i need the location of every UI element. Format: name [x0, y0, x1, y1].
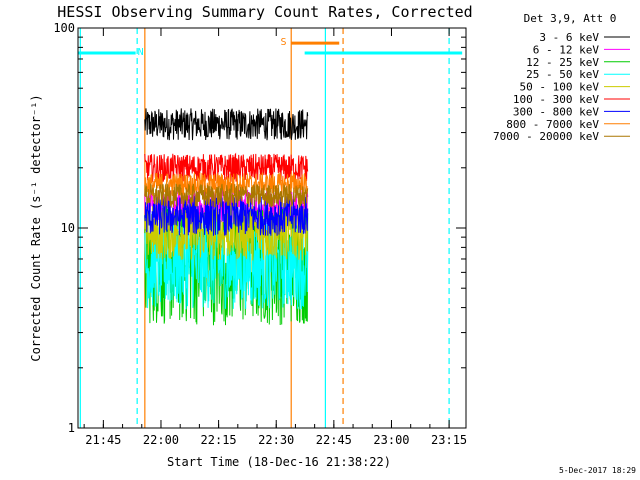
x-axis-ticks: 21:45 22:00 22:15 22:30 22:45 23:00 23:15 [83, 28, 467, 447]
y-axis-ticks: 1 10 100 [53, 21, 466, 435]
series-line-8 [144, 182, 309, 209]
y-axis-label: Corrected Count Rate (s⁻¹ detector⁻¹) [29, 94, 43, 361]
flag-bars: NS [78, 37, 463, 58]
legend-label-8: 7000 - 20000 keV [493, 130, 599, 143]
y-tick-label-1: 10 [61, 221, 75, 235]
x-tick-label-3: 22:30 [258, 433, 294, 447]
legend-label-7: 800 - 7000 keV [506, 118, 599, 131]
y-tick-label-2: 100 [53, 21, 75, 35]
legend-label-0: 3 - 6 keV [539, 31, 599, 44]
y-tick-label-0: 1 [68, 421, 75, 435]
legend-header: Det 3,9, Att 0 [524, 12, 617, 25]
x-tick-label-0: 21:45 [85, 433, 121, 447]
series-lines [144, 108, 309, 326]
legend-label-6: 300 - 800 keV [513, 105, 599, 118]
x-tick-label-5: 23:00 [373, 433, 409, 447]
series-line-2 [144, 205, 309, 326]
series-line-5 [144, 152, 309, 182]
flag-label-0: N [138, 47, 144, 58]
chart-title: HESSI Observing Summary Count Rates, Cor… [57, 3, 472, 21]
flag-label-1: S [281, 37, 287, 48]
x-tick-label-2: 22:15 [201, 433, 237, 447]
x-tick-label-4: 22:45 [316, 433, 352, 447]
timestamp: 5-Dec-2017 18:29 [559, 466, 636, 475]
legend-label-2: 12 - 25 keV [526, 56, 599, 69]
x-axis-label: Start Time (18-Dec-16 21:38:22) [167, 455, 391, 469]
legend-label-1: 6 - 12 keV [533, 43, 600, 56]
legend-label-3: 25 - 50 keV [526, 68, 599, 81]
x-tick-label-1: 22:00 [143, 433, 179, 447]
legend-label-5: 100 - 300 keV [513, 93, 599, 106]
legend-label-4: 50 - 100 keV [520, 81, 600, 94]
series-line-0 [144, 108, 309, 141]
x-tick-label-6: 23:15 [431, 433, 467, 447]
